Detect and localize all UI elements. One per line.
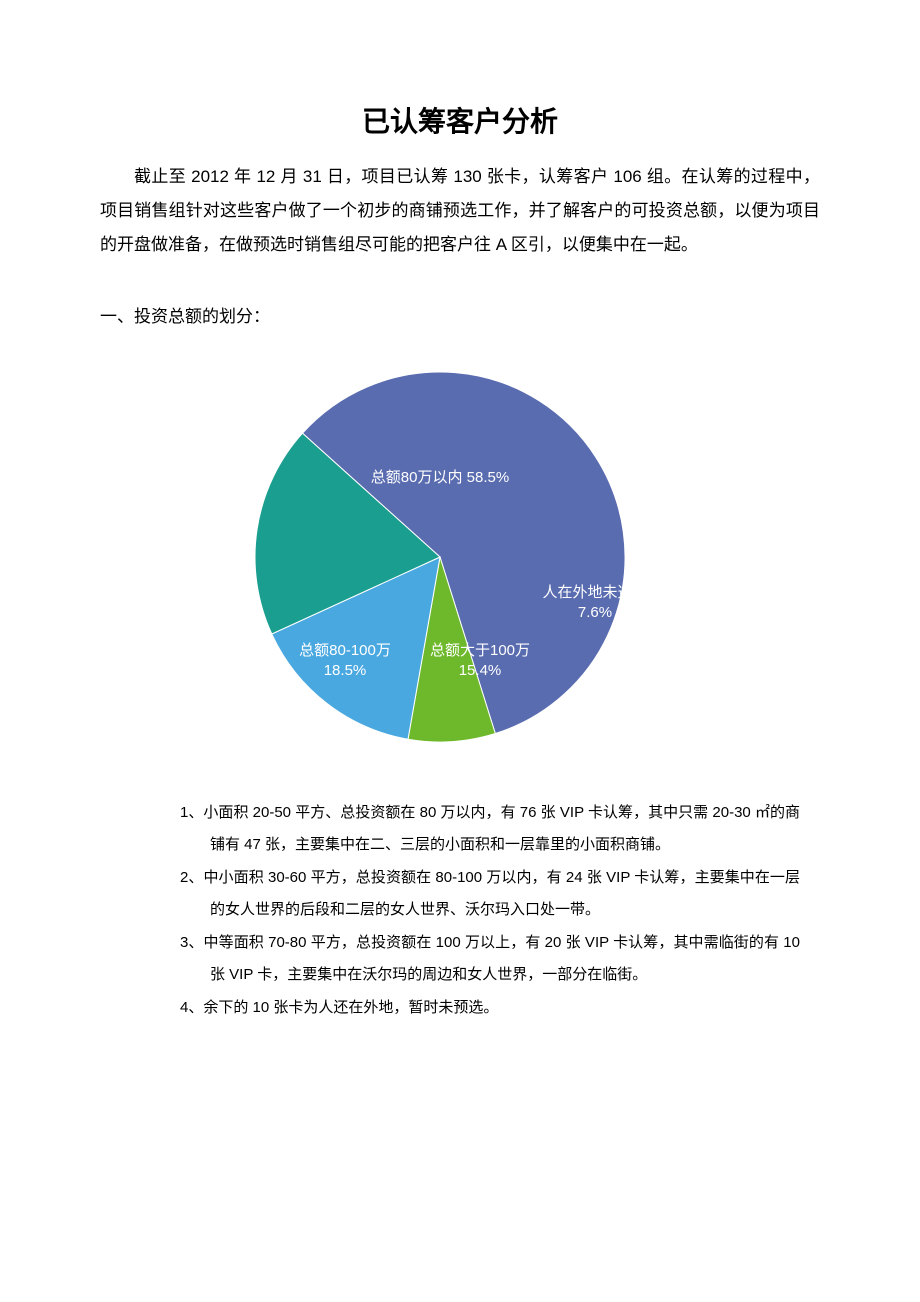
pie-slice-label: 人在外地未选定 bbox=[542, 584, 647, 601]
pie-slice-label: 总额大于100万 bbox=[430, 642, 530, 659]
section-heading: 一、投资总额的划分： bbox=[100, 302, 820, 327]
pie-slice-label: 总额80万以内 58.5% bbox=[371, 469, 509, 486]
note-item: 2、中小面积 30-60 平方，总投资额在 80-100 万以内，有 24 张 … bbox=[180, 862, 800, 925]
note-item: 1、小面积 20-50 平方、总投资额在 80 万以内，有 76 张 VIP 卡… bbox=[180, 797, 800, 860]
pie-slice-sublabel: 18.5% bbox=[324, 662, 367, 679]
intro-paragraph: 截止至 2012 年 12 月 31 日，项目已认筹 130 张卡，认筹客户 1… bbox=[100, 160, 820, 262]
pie-slice-label: 总额80-100万 bbox=[299, 642, 391, 659]
pie-chart: 总额80万以内 58.5% 人在外地未选定 7.6% 总额大于100万 15.4% 总额8… bbox=[200, 347, 720, 767]
pie-slice-sublabel: 15.4% bbox=[459, 662, 502, 679]
page-title: 已认筹客户分析 bbox=[100, 100, 820, 140]
note-item: 4、余下的 10 张卡为人还在外地，暂时未预选。 bbox=[180, 992, 800, 1024]
notes-list: 1、小面积 20-50 平方、总投资额在 80 万以内，有 76 张 VIP 卡… bbox=[100, 797, 820, 1024]
note-item: 3、中等面积 70-80 平方，总投资额在 100 万以上，有 20 张 VIP… bbox=[180, 927, 800, 990]
pie-chart-container: 总额80万以内 58.5% 人在外地未选定 7.6% 总额大于100万 15.4% 总额8… bbox=[100, 347, 820, 767]
pie-slice-sublabel: 7.6% bbox=[578, 604, 612, 621]
